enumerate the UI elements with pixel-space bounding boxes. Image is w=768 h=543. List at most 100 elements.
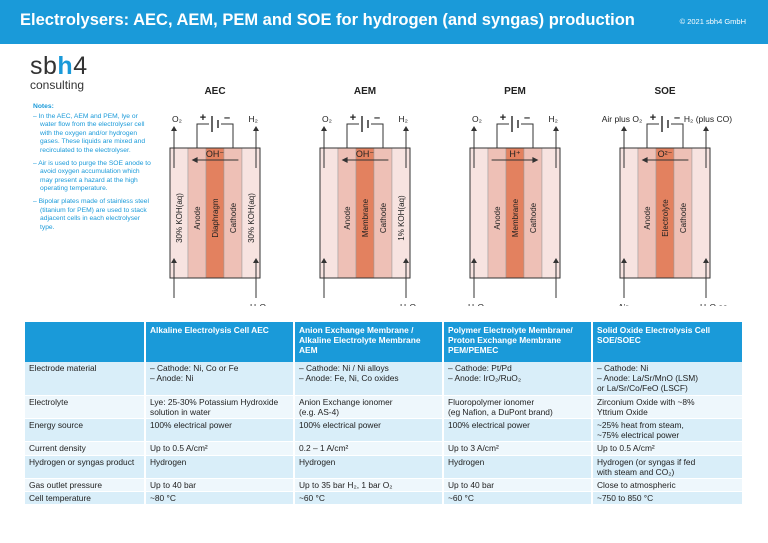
- copyright-text: © 2021 sbh4 GmbH: [679, 17, 746, 26]
- table-cell: ~60 °C: [443, 491, 593, 506]
- table-cell: ~25% heat from steam, ~75% electrical po…: [592, 418, 744, 443]
- inlet-arrow-head: [703, 258, 709, 263]
- layer-label: Cathode: [529, 202, 538, 233]
- layer-label: Cathode: [679, 202, 688, 233]
- layer-label: Anode: [493, 206, 502, 230]
- table-cell: Close to atmospheric: [592, 478, 744, 493]
- table-column-header: Alkaline Electrolysis Cell AEC: [145, 322, 295, 362]
- note-item: – Bipolar plates made of stainless steel…: [33, 197, 149, 231]
- layer-label: Membrane: [511, 198, 520, 237]
- table-cell: – Cathode: Pt/Pd – Anode: IrO₂/RuO₂: [443, 362, 593, 396]
- layer-label: 30% KOH(aq): [175, 193, 184, 243]
- outlet-arrow-head: [553, 126, 559, 131]
- table-header-row: Alkaline Electrolysis Cell AEC Anion Exch…: [25, 322, 744, 362]
- table-row: Cell temperature ~80 °C ~60 °C ~60 °C ~750 t…: [25, 491, 744, 506]
- inlet-arrow-head: [171, 258, 177, 263]
- outlet-label-left: O₂: [472, 114, 482, 124]
- ion-label: OH⁻: [206, 149, 225, 159]
- cell-outline: [319, 147, 411, 279]
- table-cell: – Cathode: Ni / Ni alloys – Anode: Fe, N…: [294, 362, 444, 396]
- cell-title: PEM: [504, 86, 526, 97]
- minus-sign: –: [524, 112, 530, 124]
- inlet-label-right: H₂O: [400, 302, 416, 306]
- cell-layer: [469, 147, 489, 279]
- row-label: Cell temperature: [25, 491, 146, 506]
- table-row: Current density Up to 0.5 A/cm² 0.2 – 1 A/…: [25, 441, 744, 456]
- table-cell: Up to 35 bar H₂, 1 bar O₂: [294, 478, 444, 493]
- layer-label: Cathode: [229, 202, 238, 233]
- outlet-arrow-head: [171, 126, 177, 131]
- layer-label: Cathode: [379, 202, 388, 233]
- row-label: Gas outlet pressure: [25, 478, 146, 493]
- minus-sign: –: [374, 112, 380, 124]
- inlet-label-left: Air: [618, 302, 629, 306]
- row-label: Current density: [25, 441, 146, 456]
- battery-gap: [359, 118, 371, 130]
- table-cell: Up to 40 bar: [145, 478, 295, 493]
- outlet-arrow-head: [403, 126, 409, 131]
- layer-label: 1% KOH(aq): [397, 195, 406, 241]
- cell-layer: [319, 147, 339, 279]
- layer-label: Membrane: [361, 198, 370, 237]
- table-row: Gas outlet pressure Up to 40 bar Up to 35 …: [25, 478, 744, 493]
- table-cell: Up to 0.5 A/cm²: [145, 441, 295, 456]
- electrolyser-diagrams: AEC 30% KOH(aq) Anode Diaphragm Cathode 30% K…: [169, 86, 732, 306]
- table-cell: – Cathode: Ni, Co or Fe – Anode: Ni: [145, 362, 295, 396]
- inlet-arrow-head: [321, 258, 327, 263]
- table-cell: Hydrogen (or syngas if fed with steam an…: [592, 455, 744, 480]
- inlet-label-right: H₂O: [250, 302, 266, 306]
- company-logo: sbh4 consulting: [30, 54, 88, 92]
- outlet-label-left: O₂: [322, 114, 332, 124]
- outlet-label-right: H₂: [249, 114, 258, 124]
- table-row: Electrolyte Lye: 25-30% Potassium Hydroxi…: [25, 395, 744, 420]
- cell-outline: [619, 147, 711, 279]
- table-cell: ~60 °C: [294, 491, 444, 506]
- inlet-label-right: H₂O as: [700, 302, 727, 306]
- table-cell: ~80 °C: [145, 491, 295, 506]
- row-label: Energy source: [25, 418, 146, 443]
- table-row: Hydrogen or syngas product Hydrogen Hydrog…: [25, 455, 744, 480]
- note-item: – Air is used to purge the SOE anode to …: [33, 159, 151, 193]
- table-cell: Hydrogen: [443, 455, 593, 480]
- table-column-header: Polymer Electrolyte Membrane/ Proton Exc…: [443, 322, 593, 362]
- row-label: Electrolyte: [25, 395, 146, 420]
- table-cell: 100% electrical power: [443, 418, 593, 443]
- table-cell: Zirconium Oxide with ~8% Yttrium Oxide: [592, 395, 744, 420]
- table-cell: Hydrogen: [294, 455, 444, 480]
- cell-title: SOE: [654, 86, 675, 97]
- table-row: Electrode material – Cathode: Ni, Co or F…: [25, 362, 744, 396]
- table-cell: Anion Exchange ionomer (e.g. AS-4): [294, 395, 444, 420]
- inlet-arrow-head: [403, 258, 409, 263]
- cell-outline: [469, 147, 561, 279]
- row-label: Hydrogen or syngas product: [25, 455, 146, 480]
- plus-sign: +: [200, 112, 206, 124]
- cell-layer: [541, 147, 561, 279]
- outlet-label-right: H₂: [549, 114, 558, 124]
- table-row: Energy source 100% electrical power 100% e…: [25, 418, 744, 443]
- table-cell: – Cathode: Ni – Anode: La/Sr/MnO (LSM) o…: [592, 362, 744, 396]
- plus-sign: +: [500, 112, 506, 124]
- notes-panel: Notes: – In the AEC, AEM and PEM, lye or…: [33, 103, 151, 236]
- inlet-arrow-head: [471, 258, 477, 263]
- outlet-arrow-head: [471, 126, 477, 131]
- layer-label: Anode: [193, 206, 202, 230]
- ion-arrow-head: [532, 157, 539, 163]
- table-cell: Up to 3 A/cm²: [443, 441, 593, 456]
- plus-sign: +: [350, 112, 356, 124]
- layer-label: 30% KOH(aq): [247, 193, 256, 243]
- outlet-arrow-head: [703, 126, 709, 131]
- battery-gap: [509, 118, 521, 130]
- table-cell: 0.2 – 1 A/cm²: [294, 441, 444, 456]
- table-header-blank: [25, 322, 146, 362]
- outlet-arrow-head: [321, 126, 327, 131]
- table-column-header: Anion Exchange Membrane / Alkaline Elect…: [294, 322, 444, 362]
- layer-label: Electrolyte: [661, 199, 670, 237]
- plus-sign: +: [650, 112, 656, 124]
- inlet-arrow-head: [553, 258, 559, 263]
- layer-label: Diaphragm: [211, 198, 220, 237]
- note-item: – In the AEC, AEM and PEM, lye or water …: [33, 112, 146, 154]
- cell-title: AEC: [204, 86, 225, 97]
- row-label: Electrode material: [25, 362, 146, 396]
- outlet-arrow-head: [621, 126, 627, 131]
- table-cell: Up to 40 bar: [443, 478, 593, 493]
